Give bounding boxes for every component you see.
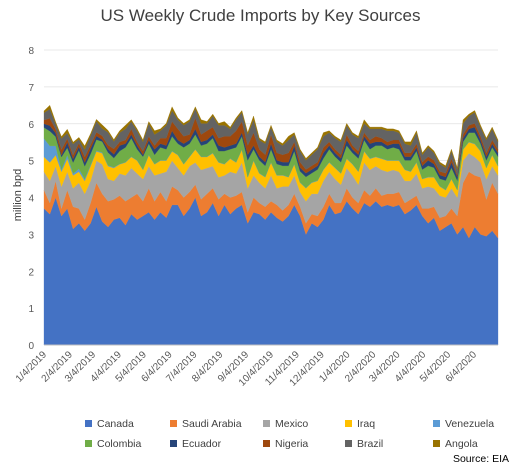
y-axis-label: million bpd xyxy=(12,169,24,222)
y-tick-label: 5 xyxy=(28,157,34,168)
legend-label: Angola xyxy=(445,438,478,450)
legend-label: Saudi Arabia xyxy=(182,418,242,430)
legend-label: Brazil xyxy=(357,438,384,450)
y-tick-label: 1 xyxy=(28,304,34,315)
legend-item: Saudi Arabia xyxy=(170,418,242,430)
legend-swatch xyxy=(263,420,270,427)
legend-item: Iraq xyxy=(345,418,375,430)
area-series-angola xyxy=(43,105,499,170)
y-tick-label: 6 xyxy=(28,120,34,131)
legend-label: Mexico xyxy=(275,418,309,430)
chart-title: US Weekly Crude Imports by Key Sources xyxy=(100,6,421,25)
legend-swatch xyxy=(433,420,440,427)
legend-item: Angola xyxy=(433,438,478,450)
legend-swatch xyxy=(345,440,352,447)
legend-swatch xyxy=(263,440,270,447)
legend-item: Mexico xyxy=(263,418,308,430)
y-tick-label: 2 xyxy=(28,267,34,278)
legend-item: Venezuela xyxy=(433,418,494,430)
legend-item: Brazil xyxy=(345,438,383,450)
x-axis-ticks: 1/4/20192/4/20193/4/20194/4/20195/4/2019… xyxy=(14,349,480,389)
legend-swatch xyxy=(85,440,92,447)
y-tick-label: 7 xyxy=(28,83,34,94)
y-tick-label: 0 xyxy=(28,341,34,352)
y-tick-label: 3 xyxy=(28,230,34,241)
legend-item: Canada xyxy=(85,418,134,430)
legend-item: Colombia xyxy=(85,438,141,450)
legend-label: Ecuador xyxy=(182,438,222,450)
legend-label: Iraq xyxy=(357,418,376,430)
legend-label: Colombia xyxy=(97,438,142,450)
legend-label: Venezuela xyxy=(445,418,495,430)
source-note: Source: EIA xyxy=(452,453,509,465)
legend-swatch xyxy=(345,420,352,427)
y-tick-label: 8 xyxy=(28,46,34,57)
legend-item: Ecuador xyxy=(170,438,221,450)
y-axis-ticks: 0 1 2 3 4 5 6 7 8 xyxy=(28,46,34,352)
legend-label: Canada xyxy=(97,418,134,430)
y-tick-label: 4 xyxy=(28,194,34,205)
legend-item: Nigeria xyxy=(263,438,308,450)
legend-swatch xyxy=(170,440,177,447)
legend-swatch xyxy=(433,440,440,447)
legend-swatch xyxy=(85,420,92,427)
legend-swatch xyxy=(170,420,177,427)
legend-label: Nigeria xyxy=(275,438,309,450)
stacked-areas xyxy=(43,105,499,346)
